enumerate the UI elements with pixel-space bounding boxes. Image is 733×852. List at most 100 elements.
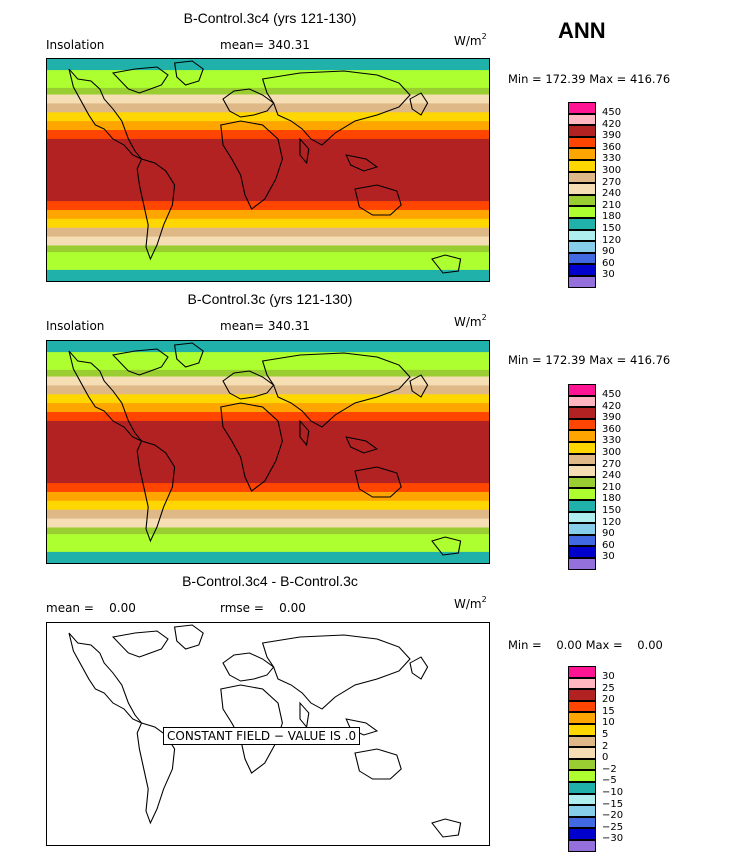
- legend-tick-label: 450: [602, 107, 622, 118]
- contour-band: [47, 403, 489, 413]
- legend-swatch: [568, 488, 596, 500]
- units-exponent: 2: [481, 313, 487, 322]
- coastlines: [68, 60, 462, 274]
- contour-band: [47, 352, 489, 371]
- legend-swatch: [568, 534, 596, 547]
- legend-tick-label: 240: [602, 188, 622, 200]
- contour-band: [47, 70, 489, 89]
- coastline: [111, 66, 169, 94]
- units-exponent: 2: [481, 32, 487, 41]
- legend-tick-label: −30: [602, 833, 624, 845]
- min-max-label: Min = 172.39 Max = 416.76: [508, 72, 671, 86]
- legend-tick-label: 180: [602, 211, 622, 223]
- units-label: W/m2: [454, 313, 487, 329]
- legend-swatch: [568, 557, 596, 570]
- contour-band: [47, 218, 489, 229]
- legend-tick-label: 30: [602, 671, 615, 682]
- coastline: [409, 92, 429, 116]
- legend-swatch: [568, 217, 596, 230]
- legend-tick-label: 270: [602, 458, 622, 470]
- legend-tick-label: 10: [602, 717, 615, 729]
- legend-tick-label: 390: [602, 130, 622, 142]
- contour-band: [47, 201, 489, 211]
- legend-swatch: [568, 805, 596, 817]
- legend-swatch: [568, 102, 596, 114]
- coastline: [220, 684, 283, 774]
- mean-label: mean = 0.00: [46, 601, 136, 615]
- legend-swatch: [568, 523, 596, 535]
- coastlines: [68, 342, 462, 556]
- contour-bands: [47, 341, 489, 563]
- legend-swatch: [568, 758, 596, 771]
- legend-swatch: [568, 828, 596, 840]
- contour-band: [47, 420, 489, 440]
- legend-tick-label: 330: [602, 435, 622, 447]
- legend-swatch: [568, 747, 596, 759]
- coastline: [299, 137, 310, 165]
- units-text: W/m: [454, 34, 482, 48]
- legend-swatch: [568, 770, 596, 782]
- legend-tick-label: 330: [602, 153, 622, 165]
- map-svg: [47, 59, 489, 281]
- legend-tick-label: 30: [602, 269, 615, 281]
- coastline: [299, 419, 310, 447]
- legend-swatch: [568, 476, 596, 489]
- coastline: [220, 402, 283, 492]
- legend-tick-label: 360: [602, 423, 622, 435]
- contour-band: [47, 245, 489, 253]
- legend-tick-label: 60: [602, 257, 615, 269]
- legend-tick-label: 2: [602, 740, 609, 752]
- coastline: [354, 466, 402, 498]
- legend-swatch: [568, 125, 596, 137]
- contour-band: [47, 527, 489, 535]
- legend-swatch: [568, 183, 596, 195]
- legend-tick-label: −10: [602, 787, 624, 798]
- legend-tick-label: 150: [602, 223, 622, 234]
- legend-swatch: [568, 511, 596, 524]
- legend-tick-label: 360: [602, 141, 622, 153]
- contour-band: [47, 209, 489, 220]
- color-legend: [568, 384, 596, 570]
- legend-swatch: [568, 441, 596, 454]
- coastline: [136, 158, 176, 261]
- coastline: [345, 436, 379, 454]
- legend-swatch: [568, 136, 596, 149]
- legend-tick-label: 420: [602, 118, 622, 130]
- contour-bands: [47, 59, 489, 281]
- legend-swatch: [568, 465, 596, 477]
- legend-swatch: [568, 275, 596, 288]
- map-plot: CONSTANT FIELD − VALUE IS .0: [46, 622, 490, 846]
- legend-tick-label: −25: [602, 821, 624, 833]
- legend-swatch: [568, 781, 596, 794]
- legend-tick-label: 90: [602, 246, 615, 258]
- map-plot: [46, 340, 490, 564]
- legend-swatch: [568, 700, 596, 713]
- coastline: [173, 60, 204, 86]
- coastline: [261, 634, 411, 710]
- contour-band: [47, 483, 489, 493]
- legend-swatch: [568, 252, 596, 265]
- coastline: [431, 818, 462, 838]
- field-label: Insolation: [46, 38, 105, 52]
- legend-swatch: [568, 546, 596, 558]
- legend-swatch: [568, 159, 596, 172]
- legend-tick-label: 30: [602, 551, 615, 563]
- legend-swatch: [568, 723, 596, 736]
- legend-tick-label: 240: [602, 470, 622, 482]
- contour-band: [47, 385, 489, 395]
- color-legend: [568, 102, 596, 288]
- legend-tick-label: −5: [602, 775, 617, 787]
- contour-band: [47, 103, 489, 113]
- min-max-label: Min = 172.39 Max = 416.76: [508, 353, 671, 367]
- legend-tick-label: −15: [602, 798, 624, 810]
- coastline: [68, 632, 143, 724]
- coastline: [431, 254, 462, 274]
- legend-swatch: [568, 148, 596, 160]
- legend-tick-label: −2: [602, 763, 617, 775]
- legend-tick-label: 300: [602, 165, 622, 176]
- contour-band: [47, 394, 489, 404]
- coastline: [354, 748, 402, 780]
- min-max-label: Min = 0.00 Max = 0.00: [508, 638, 663, 652]
- legend-swatch: [568, 206, 596, 218]
- contour-band: [47, 59, 489, 71]
